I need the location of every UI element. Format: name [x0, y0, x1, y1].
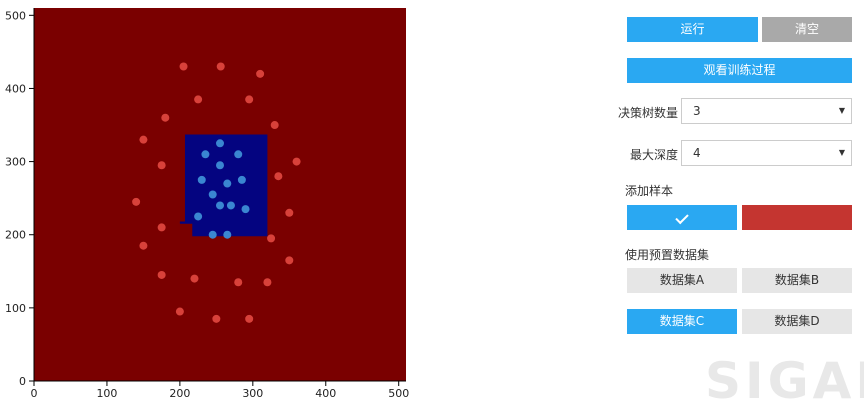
max-depth-select[interactable]: 4 ▼ [681, 140, 852, 166]
blue-point-2 [234, 150, 243, 159]
tree-count-value: 3 [693, 104, 701, 118]
red-point-23 [245, 314, 254, 323]
red-point-9 [292, 157, 301, 166]
y-tick-label-2: 200 [5, 229, 26, 242]
blue-point-3 [216, 161, 224, 170]
blue-point-8 [216, 201, 224, 210]
y-tick-label-3: 300 [5, 156, 26, 169]
add-red-sample-button[interactable] [742, 205, 852, 230]
y-tick-label-1: 100 [5, 302, 26, 315]
red-point-7 [139, 135, 148, 144]
red-point-5 [161, 113, 170, 122]
blue-point-13 [223, 230, 232, 239]
x-tick-label-5: 500 [388, 387, 409, 400]
blue-point-0 [216, 139, 224, 148]
max-depth-value: 4 [693, 146, 701, 160]
chevron-down-icon: ▼ [838, 148, 845, 157]
red-point-18 [190, 274, 199, 283]
blue-point-12 [208, 230, 217, 239]
max-depth-label: 最大深度 [630, 148, 679, 162]
preset-dataset-label: 使用预置数据集 [625, 248, 710, 262]
tree-count-label: 决策树数量 [618, 106, 679, 120]
blue-point-7 [208, 190, 217, 199]
red-point-0 [179, 62, 188, 71]
sigai-watermark: SIGAI [705, 352, 864, 410]
red-point-12 [285, 208, 294, 217]
x-tick-label-0: 0 [31, 387, 38, 400]
red-point-22 [212, 314, 221, 323]
clear-button[interactable]: 清空 [762, 17, 852, 42]
chevron-down-icon: ▼ [838, 106, 845, 115]
red-point-4 [245, 95, 254, 104]
y-tick-label-4: 400 [5, 82, 26, 95]
dataset-c-button[interactable]: 数据集C [627, 309, 737, 334]
dataset-a-button[interactable]: 数据集A [627, 268, 737, 293]
decision-boundary-plot[interactable]: 0 100 200 300 400 500 0 100 200 300 400 500 [0, 0, 420, 412]
red-point-10 [274, 172, 283, 181]
red-point-8 [157, 161, 166, 170]
blue-point-5 [223, 179, 232, 188]
x-tick-label-2: 200 [169, 387, 190, 400]
plot-svg[interactable]: 0 100 200 300 400 500 0 100 200 300 400 500 [0, 0, 420, 412]
x-tick-label-4: 400 [315, 387, 336, 400]
red-point-3 [194, 95, 203, 104]
watch-training-button[interactable]: 观看训练过程 [627, 58, 852, 83]
red-point-13 [157, 223, 166, 232]
dataset-b-button[interactable]: 数据集B [742, 268, 852, 293]
red-point-20 [263, 278, 272, 287]
red-point-21 [175, 307, 184, 316]
run-button[interactable]: 运行 [627, 17, 758, 42]
inner-region [179, 134, 268, 237]
x-tick-label-1: 100 [96, 387, 117, 400]
red-point-11 [132, 197, 141, 206]
red-point-2 [256, 69, 265, 78]
blue-point-11 [194, 212, 203, 221]
red-point-16 [285, 256, 294, 265]
red-point-19 [234, 278, 243, 287]
add-blue-sample-button[interactable] [627, 205, 737, 230]
y-tick-label-5: 500 [5, 9, 26, 22]
red-point-6 [270, 121, 279, 130]
x-tick-label-3: 300 [242, 387, 263, 400]
blue-point-10 [241, 205, 250, 214]
red-point-17 [157, 270, 166, 279]
blue-point-1 [201, 150, 210, 159]
blue-point-6 [237, 175, 246, 184]
blue-point-4 [197, 175, 206, 184]
red-point-14 [267, 234, 276, 243]
tree-count-select[interactable]: 3 ▼ [681, 98, 852, 124]
dataset-d-button[interactable]: 数据集D [742, 309, 852, 334]
blue-point-9 [226, 201, 235, 210]
red-point-1 [216, 62, 225, 71]
red-point-15 [139, 241, 148, 250]
check-icon [675, 210, 689, 225]
y-tick-label-0: 0 [19, 375, 26, 388]
add-sample-label: 添加样本 [625, 184, 674, 198]
